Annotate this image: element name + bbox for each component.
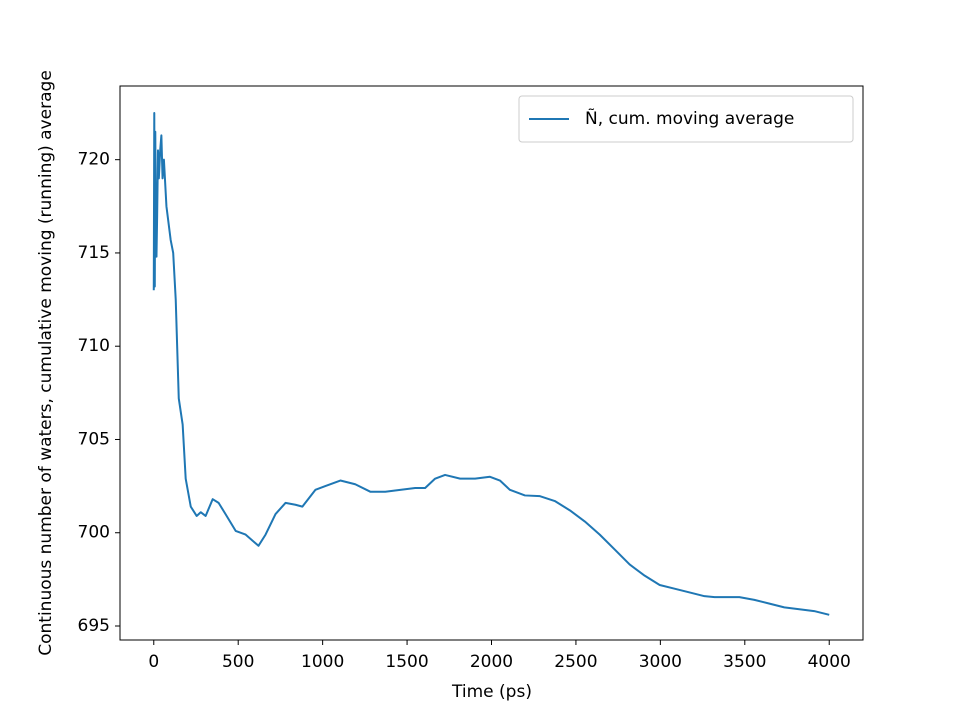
x-tick-label: 4000 [808, 652, 851, 672]
data-line [152, 112, 830, 616]
plot-frame [119, 85, 864, 641]
x-tick-label: 1500 [385, 652, 428, 672]
x-tick-label: 3500 [723, 652, 766, 672]
y-tick-label: 710 [78, 336, 110, 356]
x-tick-label: 0 [148, 652, 159, 672]
x-axis-label: Time (ps) [451, 682, 532, 702]
y-tick-label: 720 [78, 150, 110, 170]
x-tick-label: 2500 [554, 652, 597, 672]
y-tick-label: 695 [78, 616, 110, 636]
legend-box [518, 95, 854, 143]
x-tick-label: 2000 [470, 652, 513, 672]
x-tick-label: 1000 [301, 652, 344, 672]
x-tick-label: 500 [222, 652, 254, 672]
y-tick-label: 700 [78, 523, 110, 543]
y-axis-label: Continuous number of waters, cumulative … [36, 70, 56, 656]
y-tick-label: 715 [78, 243, 110, 263]
x-tick-label: 3000 [639, 652, 682, 672]
y-tick-label: 705 [78, 429, 110, 449]
legend-label: Ñ, cum. moving average [585, 107, 794, 129]
